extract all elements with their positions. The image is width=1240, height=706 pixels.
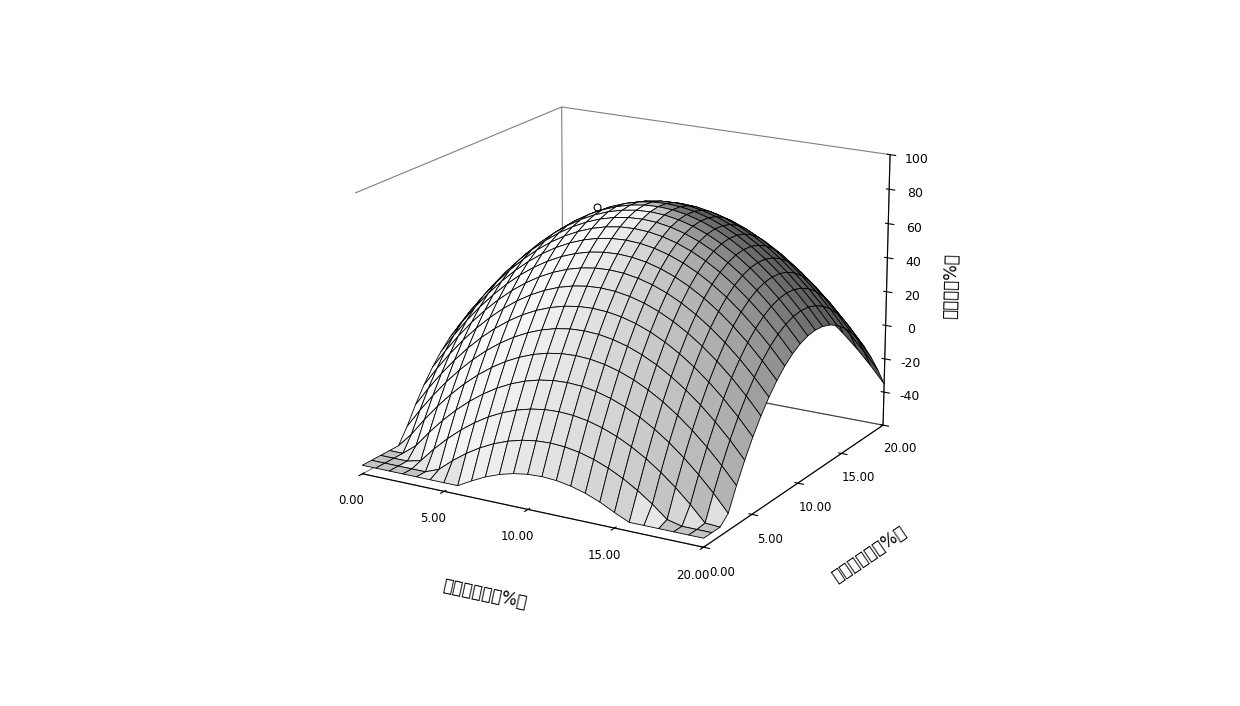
Y-axis label: 石墨烯含量（%）: 石墨烯含量（%） [828, 522, 909, 585]
X-axis label: 碳酸钓含量（%）: 碳酸钓含量（%） [441, 576, 528, 611]
